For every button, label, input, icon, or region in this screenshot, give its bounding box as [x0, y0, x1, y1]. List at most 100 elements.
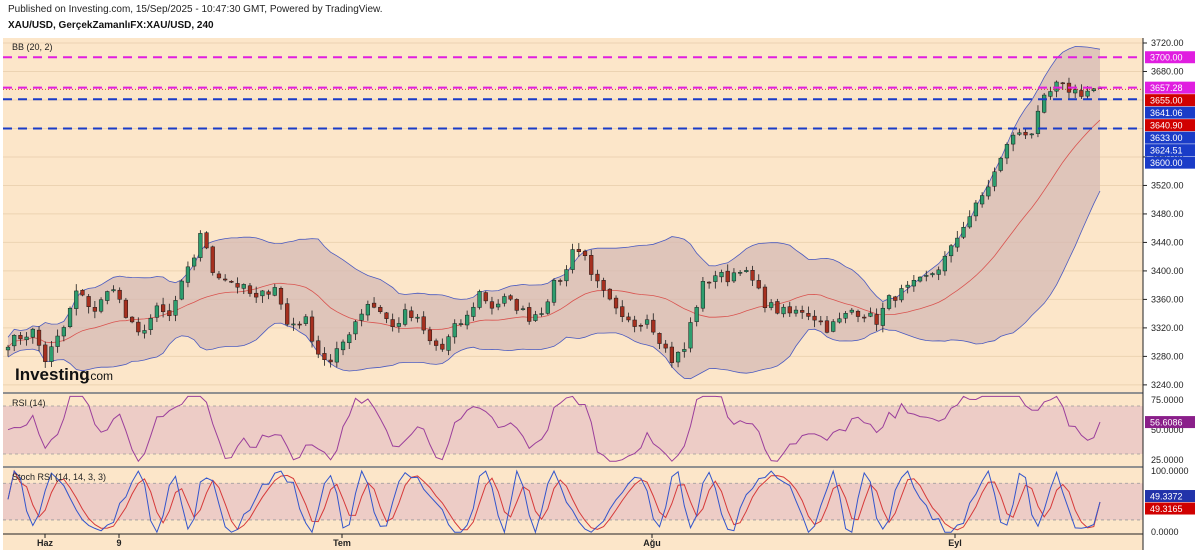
candle-body: [533, 314, 538, 321]
candle-body: [378, 307, 383, 313]
candle-body: [12, 335, 17, 347]
candle-body: [496, 303, 501, 308]
candle-body: [347, 334, 352, 344]
candle-body: [539, 313, 544, 315]
stoch-label[interactable]: Stoch RSI (14, 14, 3, 3): [12, 472, 106, 482]
candle-body: [291, 323, 296, 326]
stoch-y-label: 100.0000: [1151, 466, 1189, 476]
y-tick-label: 3680.00: [1151, 66, 1184, 76]
price-tag-label: 3641.06: [1150, 108, 1183, 118]
x-axis-bg: [3, 534, 1143, 550]
candle-body: [260, 290, 265, 297]
candle-body: [223, 278, 228, 281]
candle-body: [30, 328, 35, 338]
candle-body: [185, 266, 191, 283]
rsi-label[interactable]: RSI (14): [12, 398, 46, 408]
x-tick-label: Eyl: [948, 538, 962, 548]
bb-label[interactable]: BB (20, 2): [12, 42, 53, 52]
candle-body: [731, 272, 737, 282]
candle-body: [893, 296, 898, 301]
candle-body: [595, 273, 600, 282]
candle-body: [955, 237, 960, 248]
rsi-y-label: 50.0000: [1151, 425, 1184, 435]
y-tick-label: 3320.00: [1151, 323, 1184, 333]
candle-body: [55, 335, 60, 347]
candle-body: [371, 302, 377, 308]
candle-body: [1023, 131, 1028, 136]
candle-body: [272, 287, 277, 296]
candle-body: [210, 246, 215, 273]
candle-body: [744, 270, 749, 272]
candle-body: [582, 250, 588, 256]
candle-body: [477, 291, 482, 308]
candle-body: [285, 303, 290, 325]
investing-watermark: Investing .com: [15, 365, 113, 384]
rsi-y-label: 25.0000: [1151, 455, 1184, 465]
candle-body: [1085, 90, 1090, 97]
candle-body: [980, 195, 985, 205]
candle-body: [415, 316, 420, 319]
price-tag: [1145, 156, 1195, 169]
candle-body: [508, 295, 513, 300]
time-x-axis[interactable]: Haz 9 Tem Ağu Eyl: [37, 534, 962, 548]
candle-body: [235, 283, 240, 288]
candle-body: [601, 280, 606, 291]
candle-body: [707, 281, 712, 284]
stoch-k-line: [7, 469, 1101, 534]
y-tick-label: 3280.00: [1151, 351, 1184, 361]
candle-body: [911, 279, 916, 287]
candle-body: [105, 291, 110, 301]
candle-body: [36, 329, 42, 346]
candle-body: [973, 202, 979, 217]
candle-body: [787, 306, 792, 314]
candle-body: [409, 310, 414, 318]
price-tag: [1145, 94, 1195, 107]
candle-body: [322, 353, 327, 360]
candle-body: [80, 289, 85, 296]
candle-body: [173, 300, 178, 316]
candle-body: [452, 323, 457, 338]
price-tag-label: 3633.00: [1150, 133, 1183, 143]
candle-body: [930, 273, 935, 276]
candle-body: [781, 306, 786, 315]
candle-body: [688, 322, 693, 349]
candle-body: [297, 323, 302, 326]
candle-body: [899, 288, 904, 301]
candle-body: [427, 329, 433, 342]
candle-body: [576, 249, 581, 253]
candle-body: [1054, 81, 1059, 92]
rsi-tag: [1145, 416, 1195, 429]
price-tag-label: 3657.28: [1150, 83, 1183, 93]
candle-body: [117, 289, 122, 300]
stoch-tag-label: 49.3165: [1150, 504, 1183, 514]
candle-body: [762, 286, 768, 308]
x-tick-label: Ağu: [643, 538, 661, 548]
candle-body: [136, 321, 141, 333]
candle-body: [514, 299, 519, 311]
candle-body: [167, 310, 172, 317]
candle-body: [241, 284, 246, 289]
candle-body: [880, 307, 885, 326]
candle-body: [483, 292, 488, 302]
stoch-tag-label: 49.3372: [1150, 492, 1183, 502]
candle-body: [961, 227, 966, 238]
candle-body: [775, 301, 780, 314]
candle-body: [924, 275, 929, 277]
x-tick-label: Haz: [37, 538, 54, 548]
candle-body: [198, 233, 203, 258]
stoch-tag: [1145, 490, 1195, 503]
candle-body: [806, 313, 811, 317]
candle-body: [179, 280, 184, 300]
candle-body: [589, 255, 594, 275]
horizontal-levels[interactable]: [3, 56, 1143, 130]
candle-body: [713, 275, 718, 282]
candle-body: [440, 343, 445, 350]
price-tag-label: 3600.00: [1150, 158, 1183, 168]
candle-body: [1048, 91, 1053, 97]
candle-body: [874, 314, 879, 325]
candle-body: [86, 296, 91, 307]
candle-body: [471, 306, 476, 317]
candle-body: [905, 284, 910, 288]
candle-body: [1091, 88, 1096, 91]
